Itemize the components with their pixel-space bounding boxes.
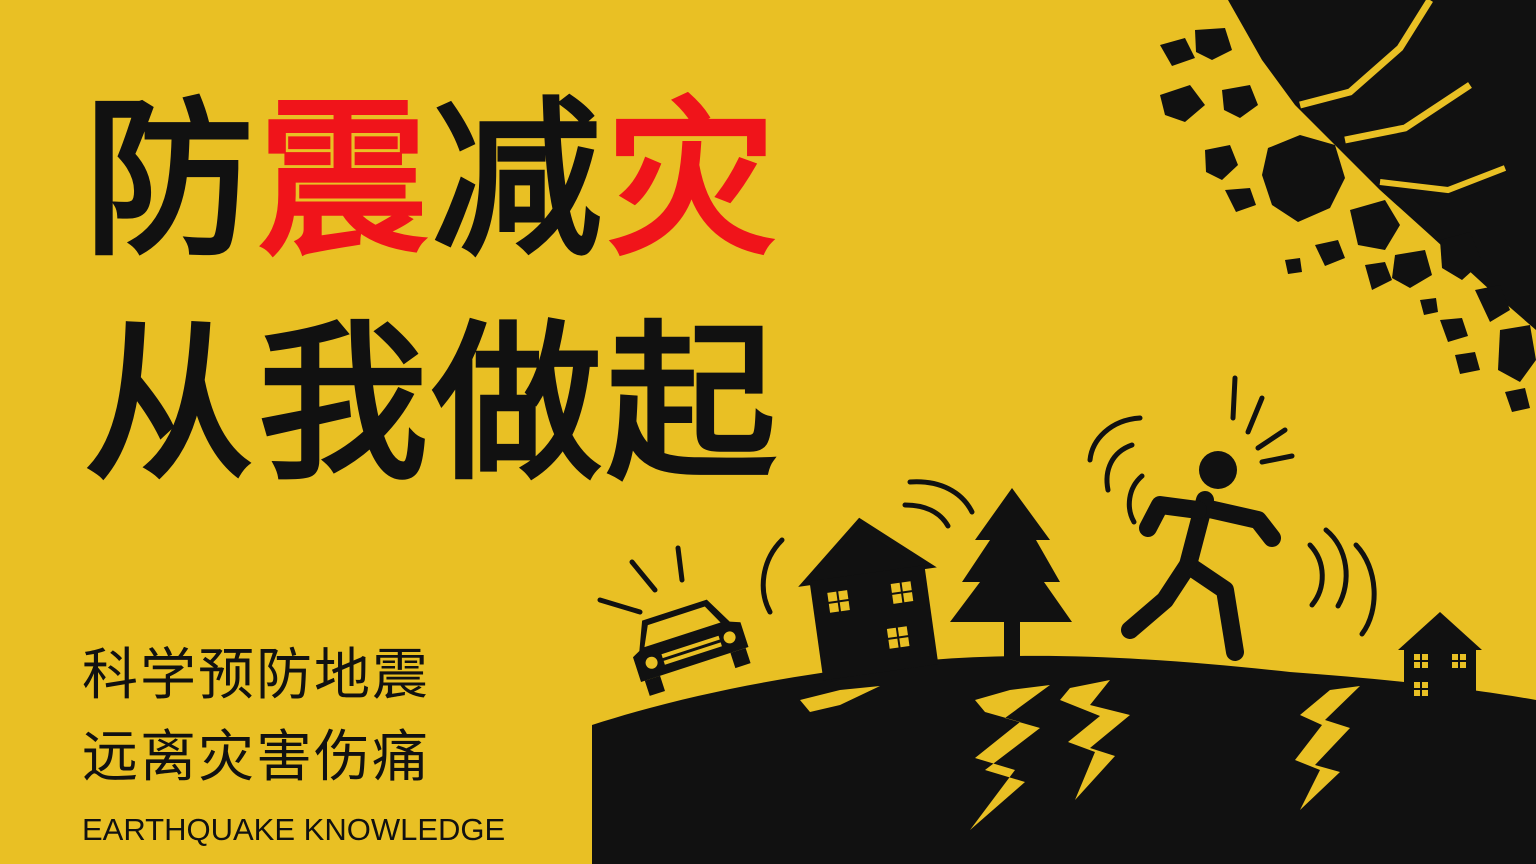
running-person-icon (1121, 451, 1281, 661)
headline-char-zai: 灾 (606, 82, 781, 280)
subtitle-line-1: 科学预防地震 (82, 643, 430, 708)
ground-crack (800, 686, 880, 712)
ground-hill (592, 655, 1536, 864)
headline-line-1: 防震减灾 (84, 96, 780, 266)
headline-char-jian: 减 (432, 82, 607, 280)
house-shake-arcs (760, 479, 975, 615)
subtitle-line-2: 远离灾害伤痛 (82, 725, 430, 790)
house-icon (1398, 612, 1482, 708)
english-caption: EARTHQUAKE KNOWLEDGE (82, 812, 506, 847)
house-icon (798, 517, 939, 681)
headline-line-2: 从我做起 (84, 306, 781, 504)
person-shake-lines (1087, 375, 1377, 637)
tree-icon (950, 488, 1072, 666)
corner-crack-line (1379, 165, 1507, 194)
rock-debris (1160, 28, 1536, 412)
car-shake-lines (597, 545, 685, 615)
headline-char-fang: 防 (84, 82, 259, 280)
car-icon (632, 599, 751, 696)
ground-crack (1295, 686, 1360, 810)
ground-crack (970, 685, 1050, 830)
corner-crack-line (1299, 0, 1433, 109)
corner-crack-line (1344, 82, 1472, 144)
headline-char-zhen: 震 (258, 82, 433, 280)
ground-crack (1060, 680, 1130, 800)
